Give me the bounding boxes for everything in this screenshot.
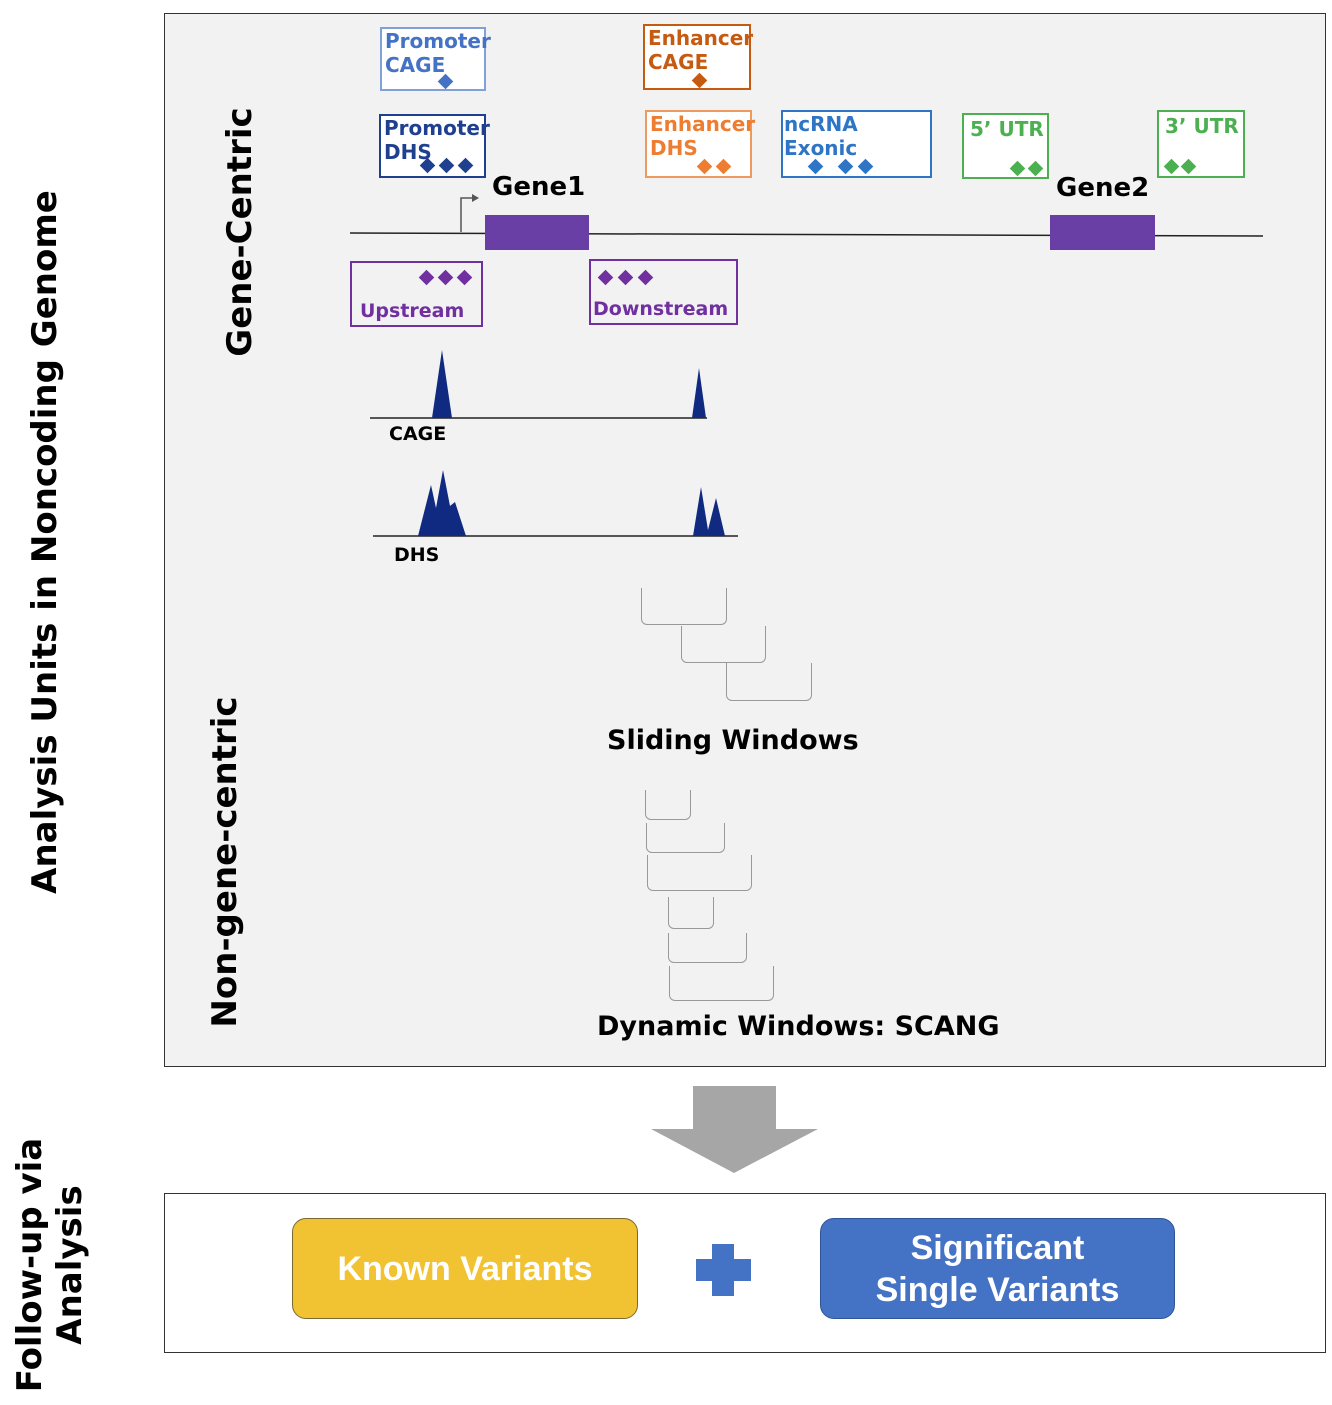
dhs-peak-1 <box>418 470 466 536</box>
downstream-label: Downstream <box>593 298 729 320</box>
dhs-peak-2 <box>693 487 725 536</box>
non-gene-centric-label: Non-gene-centric <box>205 696 245 1028</box>
enhancer-cage-label: Enhancer CAGE <box>648 26 754 74</box>
upstream-box: Upstream <box>350 261 483 327</box>
dhs-track-label: DHS <box>394 544 440 566</box>
dynamic-window-4 <box>668 897 714 929</box>
plus-icon <box>696 1244 751 1296</box>
noncoding-panel <box>164 13 1326 1067</box>
cage-track-label: CAGE <box>389 423 447 445</box>
utr5-label: 5’ UTR <box>970 117 1044 141</box>
dynamic-windows-label: Dynamic Windows: SCANG <box>597 1011 1000 1042</box>
followup-axis-label: Follow-up via Analysis <box>10 1137 90 1393</box>
down-arrow-shape <box>651 1086 818 1173</box>
utr5-box: 5’ UTR <box>962 113 1049 179</box>
tss-arrow <box>460 197 476 232</box>
gene2-block <box>1050 215 1155 250</box>
known-variants-box: Known Variants <box>292 1218 638 1319</box>
gene-track <box>349 194 1264 250</box>
ncrna-exonic-box: ncRNA Exonic <box>781 110 932 178</box>
upstream-label: Upstream <box>360 300 465 322</box>
cage-peak-2 <box>692 368 706 418</box>
sliding-window-2 <box>681 626 766 663</box>
dynamic-window-3 <box>647 855 752 891</box>
enhancer-dhs-label: Enhancer DHS <box>650 112 756 160</box>
gene1-block <box>485 215 589 250</box>
promoter-cage-label: Promoter CAGE <box>385 29 491 77</box>
utr3-label: 3’ UTR <box>1165 114 1239 138</box>
gene2-label: Gene2 <box>1056 173 1150 203</box>
promoter-dhs-label: Promoter DHS <box>384 116 490 164</box>
gene1-label: Gene1 <box>492 172 586 202</box>
utr3-box: 3’ UTR <box>1157 110 1245 178</box>
dynamic-window-1 <box>645 790 691 820</box>
cage-peak-1 <box>432 350 452 418</box>
dynamic-window-5 <box>668 933 747 963</box>
tss-arrowhead <box>472 194 479 202</box>
sliding-window-3 <box>726 663 812 701</box>
promoter-cage-box: Promoter CAGE <box>380 27 491 91</box>
dynamic-window-6 <box>669 966 774 1001</box>
signal-tracks <box>370 350 738 537</box>
dynamic-window-2 <box>646 823 725 853</box>
downstream-box: Downstream <box>589 259 738 325</box>
down-arrow <box>651 1086 818 1173</box>
sliding-windows-label: Sliding Windows <box>607 725 859 756</box>
ncrna-exonic-label: ncRNA Exonic <box>784 112 858 160</box>
sliding-window-1 <box>641 588 727 625</box>
significant-variants-box: Significant Single Variants <box>820 1218 1175 1319</box>
